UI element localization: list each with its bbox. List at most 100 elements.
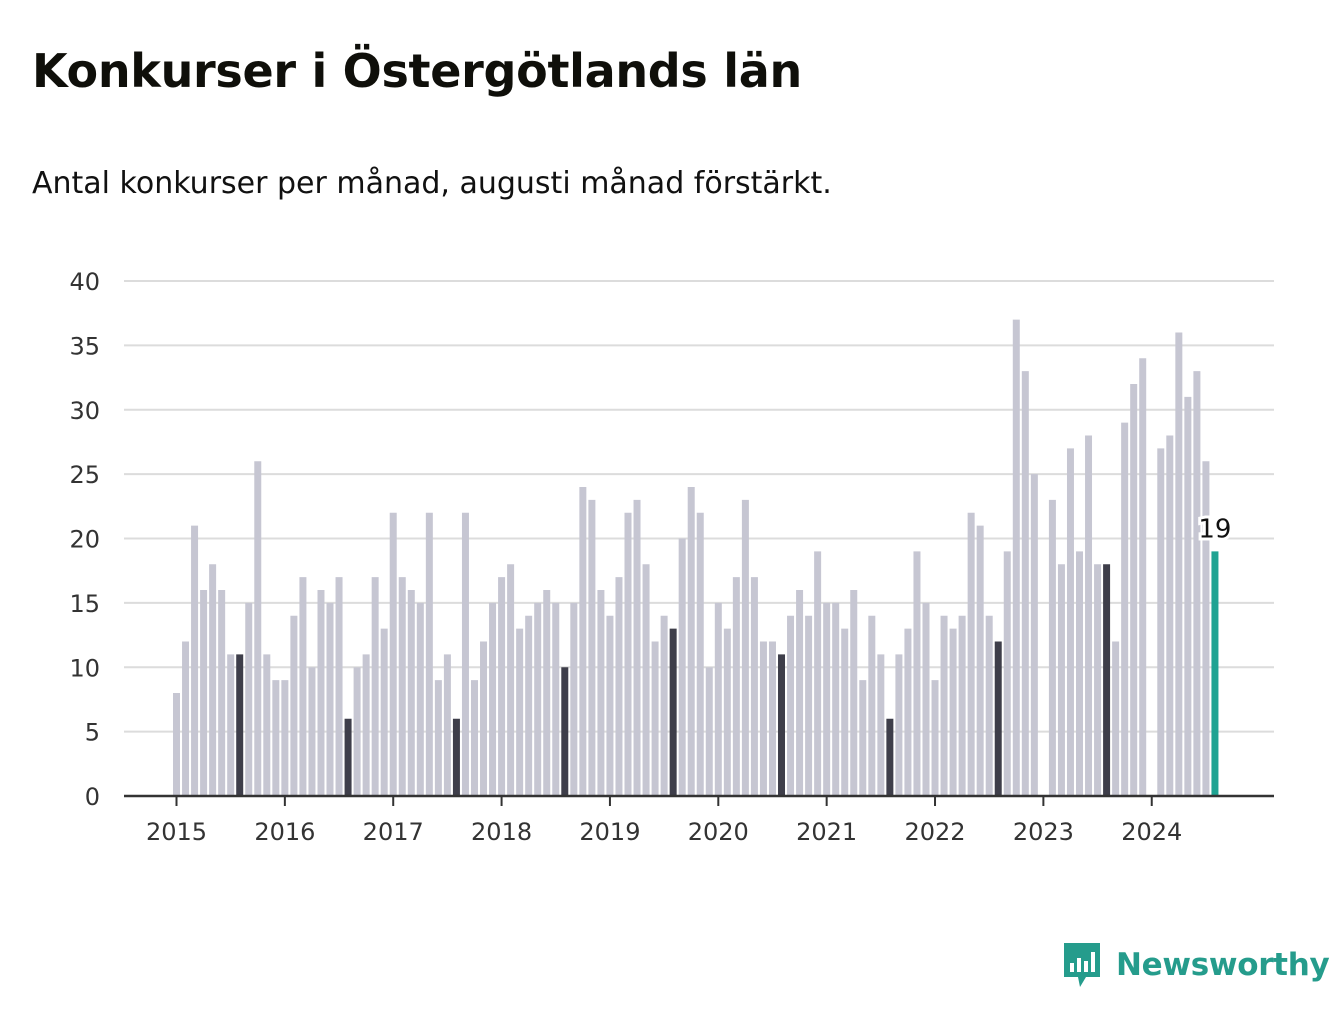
bar-chart: 0 5 10 15 20 25 30 35 40 2015 2016 2017 2018 2019 2020… [69, 268, 1274, 846]
bar [1157, 448, 1165, 797]
bar [209, 564, 217, 796]
bar [362, 654, 370, 797]
bar [227, 654, 235, 797]
bar [741, 499, 749, 797]
bar [976, 525, 984, 797]
bar [904, 628, 912, 797]
bar [1066, 448, 1074, 797]
bar [443, 654, 451, 797]
bar [245, 602, 253, 797]
bar [489, 602, 497, 797]
bar [552, 602, 560, 797]
bar [570, 602, 578, 797]
bar [768, 641, 776, 796]
bar [1076, 551, 1083, 797]
bar [498, 577, 506, 797]
bar [1193, 371, 1201, 797]
bar [254, 461, 262, 796]
bar [877, 654, 885, 797]
bar-august [561, 667, 569, 796]
bar [335, 577, 343, 797]
x-tick-label: 2016 [254, 818, 315, 846]
bar [389, 512, 397, 796]
bar [606, 615, 614, 796]
latest-value-label: 19 [1198, 514, 1231, 544]
bar [1030, 474, 1038, 797]
bar [534, 602, 542, 797]
bar [814, 551, 822, 797]
bar [317, 590, 325, 796]
bar-latest [1211, 551, 1219, 797]
bar [173, 693, 180, 796]
bar [1021, 371, 1029, 797]
bar-august [886, 718, 894, 796]
bar [895, 654, 903, 797]
bar [191, 525, 199, 797]
bar [732, 577, 740, 797]
bar [525, 615, 533, 796]
bar [1139, 358, 1147, 796]
bar [1184, 396, 1192, 797]
bar [470, 680, 478, 797]
chart-title: Konkurser i Östergötlands län [32, 44, 802, 98]
bar [787, 615, 795, 796]
bar [1112, 641, 1120, 796]
bar [308, 667, 316, 796]
bar [868, 615, 876, 796]
bar [823, 602, 831, 797]
bar-august [452, 718, 460, 796]
bar [1202, 461, 1210, 796]
bar-august [778, 654, 786, 797]
y-tick-label: 30 [69, 397, 100, 425]
bar [660, 615, 668, 796]
bar [931, 680, 939, 797]
bar [850, 590, 858, 796]
bar [380, 628, 388, 797]
bar [1094, 564, 1102, 796]
bar-august [994, 641, 1002, 796]
bar [1175, 332, 1183, 796]
bar [326, 602, 334, 797]
chart-subtitle: Antal konkurser per månad, augusti månad… [32, 166, 832, 201]
y-tick-label: 10 [69, 654, 100, 682]
bar-august [1103, 564, 1111, 796]
x-tick-label: 2021 [796, 818, 857, 846]
bar [182, 641, 190, 796]
bar [759, 641, 767, 796]
bar-august [236, 654, 244, 797]
x-tick-label: 2017 [363, 818, 424, 846]
y-tick-label: 0 [85, 783, 100, 811]
bar [290, 615, 298, 796]
bar [687, 487, 695, 796]
brand-name: Newsworthy [1116, 947, 1330, 983]
bar [597, 590, 605, 796]
bar [398, 577, 406, 797]
bar [272, 680, 280, 797]
bar [1057, 564, 1065, 796]
bar [624, 512, 632, 796]
bar [1130, 384, 1138, 796]
x-tick-label: 2024 [1121, 818, 1182, 846]
y-tick-label: 25 [69, 461, 100, 489]
bar [200, 590, 208, 796]
bar [516, 628, 524, 797]
bar [461, 512, 469, 796]
bar [651, 641, 659, 796]
bar [1121, 422, 1129, 797]
bar [714, 602, 722, 797]
bar [507, 564, 515, 796]
y-tick-label: 5 [85, 719, 100, 747]
bar [299, 577, 307, 797]
bar [579, 487, 587, 796]
bar [434, 680, 442, 797]
x-tick-label: 2019 [579, 818, 640, 846]
bar [967, 512, 975, 796]
bar [1012, 319, 1020, 797]
bar [1048, 499, 1056, 797]
bar [263, 654, 271, 797]
newsworthy-logo[interactable]: Newsworthy [1062, 941, 1330, 989]
bar-august [669, 628, 677, 797]
bar [796, 590, 804, 796]
x-tick-label: 2023 [1013, 818, 1074, 846]
bar [705, 667, 713, 796]
